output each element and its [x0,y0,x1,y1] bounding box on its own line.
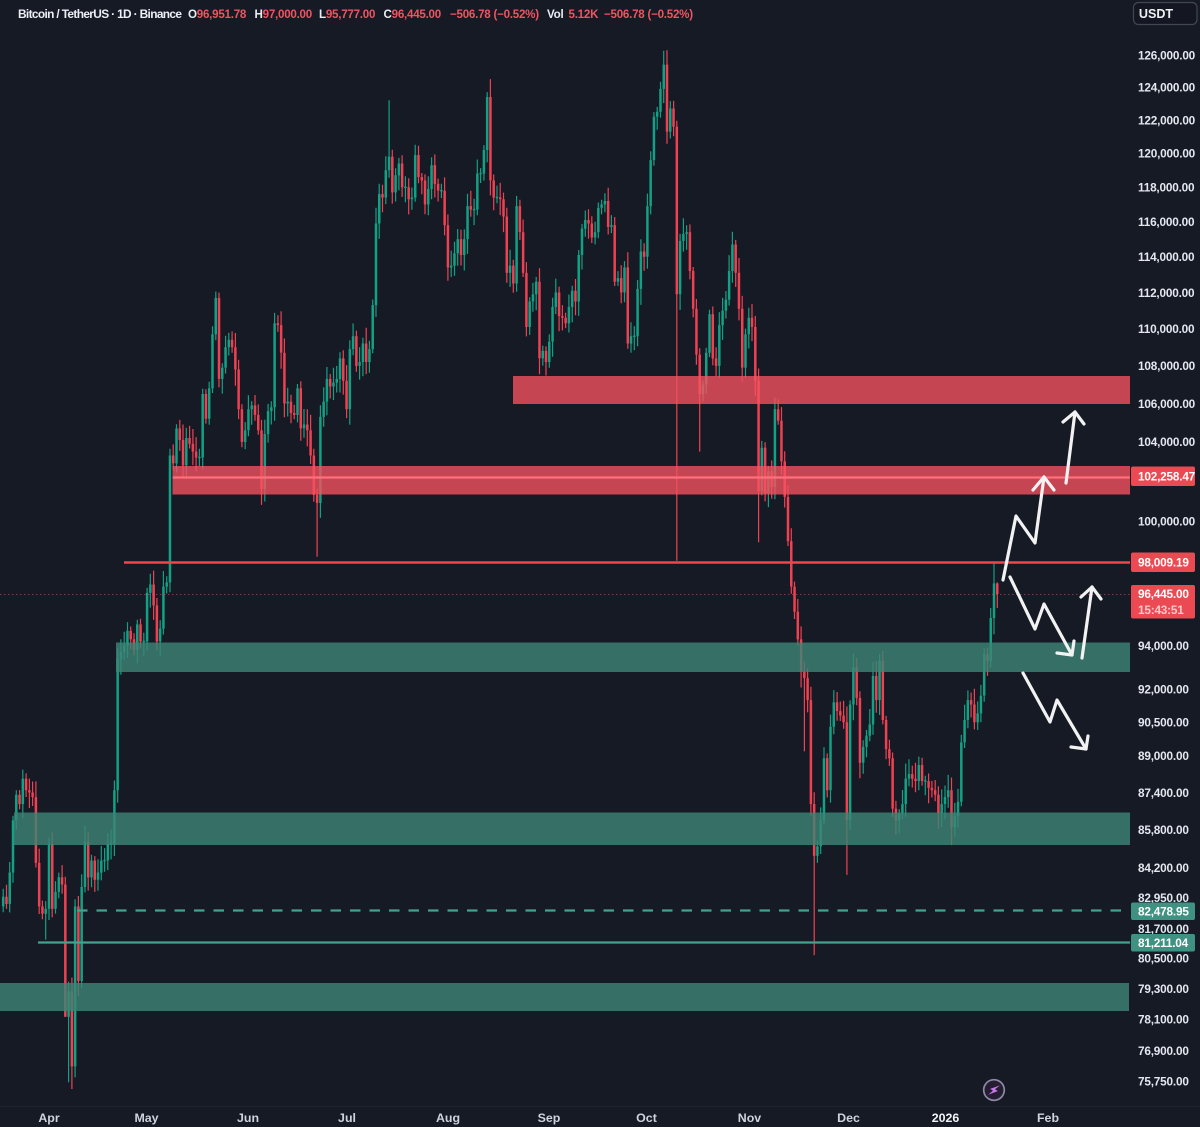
svg-text:126,000.00: 126,000.00 [1138,48,1196,62]
svg-text:104,000.00: 104,000.00 [1138,435,1196,449]
svg-text:108,000.00: 108,000.00 [1138,359,1196,373]
svg-text:82,478.95: 82,478.95 [1138,904,1189,918]
svg-text:Nov: Nov [738,1111,762,1125]
svg-text:118,000.00: 118,000.00 [1138,181,1195,195]
svg-text:96,445.00: 96,445.00 [1138,587,1189,601]
svg-text:−506.78 (−0.52%): −506.78 (−0.52%) [450,8,539,21]
svg-text:2026: 2026 [932,1111,960,1125]
svg-text:114,000.00: 114,000.00 [1138,250,1195,264]
svg-text:92,000.00: 92,000.00 [1138,682,1189,696]
svg-text:75,750.00: 75,750.00 [1138,1074,1189,1088]
svg-text:Apr: Apr [38,1111,60,1125]
svg-text:116,000.00: 116,000.00 [1138,215,1195,229]
svg-text:May: May [134,1111,158,1125]
svg-text:81,211.04: 81,211.04 [1138,936,1189,950]
svg-text:H97,000.00: H97,000.00 [255,8,312,21]
svg-text:90,500.00: 90,500.00 [1138,716,1189,730]
svg-text:84,200.00: 84,200.00 [1138,861,1189,875]
svg-text:110,000.00: 110,000.00 [1138,322,1195,336]
svg-text:Jul: Jul [338,1111,356,1125]
svg-text:89,000.00: 89,000.00 [1138,749,1189,763]
svg-text:−506.78 (−0.52%): −506.78 (−0.52%) [604,8,693,21]
svg-text:5.12K: 5.12K [569,8,600,21]
svg-text:112,000.00: 112,000.00 [1138,286,1195,300]
svg-text:124,000.00: 124,000.00 [1138,81,1196,95]
svg-text:C96,445.00: C96,445.00 [384,8,441,21]
svg-text:82,950.00: 82,950.00 [1138,891,1189,905]
svg-text:80,500.00: 80,500.00 [1138,952,1189,966]
svg-text:Bitcoin / TetherUS · 1D · Bina: Bitcoin / TetherUS · 1D · Binance [18,7,182,21]
svg-text:85,800.00: 85,800.00 [1138,823,1189,837]
svg-text:O96,951.78: O96,951.78 [188,8,247,21]
svg-text:102,258.47: 102,258.47 [1138,469,1196,483]
svg-text:79,300.00: 79,300.00 [1138,982,1189,996]
svg-text:L95,777.00: L95,777.00 [319,8,375,21]
svg-text:81,700.00: 81,700.00 [1138,922,1189,936]
svg-text:98,009.19: 98,009.19 [1138,555,1189,569]
svg-text:94,000.00: 94,000.00 [1138,639,1189,653]
svg-text:Vol: Vol [547,8,563,21]
svg-text:Oct: Oct [636,1111,657,1125]
svg-text:87,400.00: 87,400.00 [1138,786,1189,800]
svg-text:120,000.00: 120,000.00 [1138,147,1196,161]
svg-text:15:43:51: 15:43:51 [1138,603,1184,617]
svg-text:78,100.00: 78,100.00 [1138,1013,1189,1027]
svg-text:Sep: Sep [538,1111,561,1125]
svg-text:Dec: Dec [837,1111,860,1125]
svg-text:Feb: Feb [1037,1111,1059,1125]
svg-text:Aug: Aug [436,1111,460,1125]
svg-text:100,000.00: 100,000.00 [1138,514,1196,528]
svg-text:Jun: Jun [237,1111,259,1125]
svg-text:106,000.00: 106,000.00 [1138,397,1196,411]
svg-text:USDT: USDT [1139,7,1174,21]
svg-text:122,000.00: 122,000.00 [1138,113,1196,127]
svg-text:76,900.00: 76,900.00 [1138,1044,1189,1058]
